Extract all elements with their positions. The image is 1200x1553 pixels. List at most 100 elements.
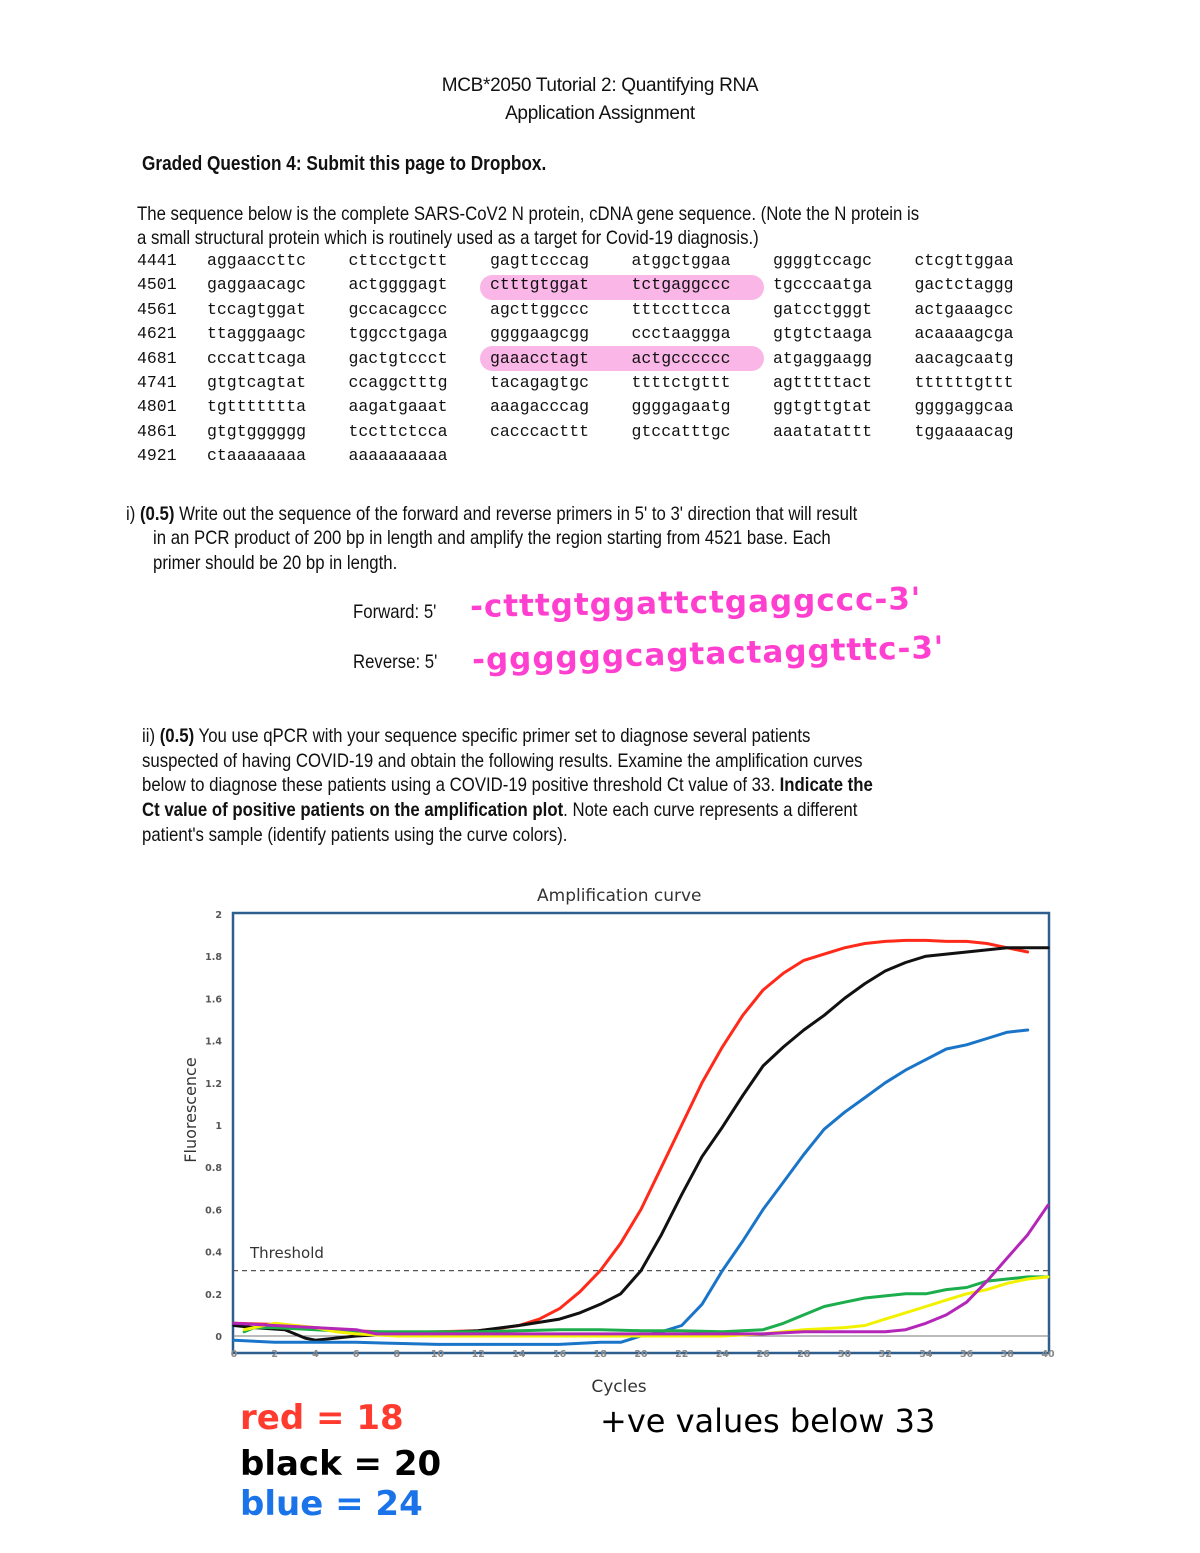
sequence-block: gatcctgggt (773, 299, 873, 319)
x-tick-label: 34 (919, 1349, 933, 1360)
y-tick-label: 0.2 (205, 1290, 222, 1301)
sequence-position: 4801 (137, 397, 177, 417)
x-tick-label: 24 (716, 1349, 730, 1360)
part-i-line-1: i) (0.5) Write out the sequence of the f… (126, 503, 858, 525)
x-tick-label: 10 (431, 1349, 445, 1360)
sequence-block: aaagacccag (490, 397, 590, 417)
sequence-block: agtttttact (773, 372, 873, 392)
yellow-curve (242, 1275, 1050, 1338)
sequence-block: gaaacctagt (490, 348, 590, 368)
sequence-block: ggggagaatg (631, 397, 731, 417)
x-tick-label: 36 (960, 1349, 974, 1360)
x-tick-label: 18 (594, 1349, 608, 1360)
sequence-block: acaaaagcga (914, 324, 1014, 344)
reverse-primer-highlight (480, 346, 764, 371)
chart-title: Amplification curve (537, 886, 702, 906)
reverse-label: Reverse: 5' (353, 651, 438, 673)
forward-primer-highlight (480, 275, 764, 300)
y-axis-ticks: 0 0.2 0.4 0.6 0.8 1 1.2 1.4 1.6 1.8 2 (205, 910, 222, 1343)
sequence-block: ctaaaaaaaa (207, 446, 307, 466)
sequence-block: ggggtccagc (773, 251, 873, 270)
part-i-line-2: in an PCR product of 200 bp in length an… (153, 527, 831, 549)
blue-curve (232, 1028, 1030, 1346)
sequence-row: 4741 gtgtcagtat ccaggctttg tacagagtgc ttttct… (137, 371, 1056, 395)
x-tick-label: 8 (393, 1349, 400, 1360)
x-tick-label: 38 (1001, 1349, 1015, 1360)
y-axis-label: Fluorescence (181, 1057, 200, 1162)
sequence-position: 4861 (137, 421, 177, 441)
threshold-label: Threshold (249, 1244, 324, 1262)
sequence-block: atgaggaagg (773, 348, 873, 368)
y-tick-label: 1.4 (205, 1037, 222, 1048)
sequence-block: ctcgttggaa (914, 251, 1014, 270)
sequence-block: agcttggccc (490, 299, 590, 319)
sequence-row: 4861 gtgtgggggg tccttctcca cacccacttt gtccat… (137, 420, 1056, 444)
x-axis-label: Cycles (591, 1377, 646, 1397)
red-curve (232, 938, 1030, 1335)
sequence-block: gaggaacagc (207, 275, 307, 295)
sequence-position: 4921 (137, 446, 177, 466)
forward-label: Forward: 5' (353, 601, 437, 623)
y-tick-label: 0 (215, 1332, 222, 1343)
x-tick-label: 14 (512, 1349, 526, 1360)
blue-ct-annotation: blue = 24 (240, 1484, 423, 1524)
sequence-row: 4921 ctaaaaaaaa aaaaaaaaaa (137, 444, 1056, 468)
sequence-block: ctttgtggat (490, 275, 590, 295)
y-tick-label: 0.6 (205, 1205, 222, 1216)
sequence-position: 4681 (137, 348, 177, 368)
sequence-block: ggggaagcgg (490, 324, 590, 344)
green-curve (242, 1275, 1050, 1334)
sequence-block: tccttctcca (348, 421, 448, 441)
sequence-block: gagttcccag (490, 251, 590, 270)
sequence-block: gtgtcagtat (207, 372, 307, 392)
document-subtitle: Application Assignment (505, 103, 695, 124)
y-tick-label: 2 (215, 910, 222, 921)
sequence-block: cacccacttt (490, 421, 590, 441)
sequence-block: tggcctgaga (348, 324, 448, 344)
x-tick-label: 6 (353, 1349, 360, 1360)
part-ii-line-3: below to diagnose these patients using a… (142, 774, 873, 796)
black-ct-annotation: black = 20 (240, 1444, 442, 1484)
sequence-block: tccagtggat (207, 299, 307, 319)
sequence-position: 4441 (137, 251, 177, 270)
sequence-block: aacagcaatg (914, 348, 1014, 368)
y-tick-label: 0.8 (205, 1163, 222, 1174)
sequence-block: aggaaccttc (207, 251, 307, 270)
sequence-block: tttccttcca (631, 299, 731, 319)
sequence-block: tgcccaatga (773, 275, 873, 295)
sequence-block: ttttttgttt (914, 372, 1014, 392)
y-tick-label: 1.2 (205, 1079, 222, 1090)
cdna-sequence: 4441 aggaaccttc cttcctgctt gagttcccag atggct… (137, 249, 1056, 469)
part-ii-line-4: Ct value of positive patients on the amp… (142, 799, 858, 821)
sequence-row: 4441 aggaaccttc cttcctgctt gagttcccag atggct… (137, 249, 1056, 273)
document-title: MCB*2050 Tutorial 2: Quantifying RNA (441, 75, 759, 96)
positive-note-annotation: +ve values below 33 (600, 1402, 936, 1440)
red-ct-annotation: red = 18 (240, 1398, 404, 1438)
x-tick-label: 30 (838, 1349, 852, 1360)
question-heading: Graded Question 4: Submit this page to D… (142, 153, 547, 175)
sequence-row: 4561 tccagtggat gccacagccc agcttggccc tttcct… (137, 298, 1056, 322)
sequence-block: ccctaaggga (631, 324, 731, 344)
sequence-block: tgttttttta (207, 397, 307, 417)
sequence-row: 4621 ttagggaagc tggcctgaga ggggaagcgg ccctaa… (137, 322, 1056, 346)
sequence-block: actgcccccc (631, 348, 731, 368)
sequence-row: 4801 tgttttttta aagatgaaat aaagacccag ggggag… (137, 395, 1056, 419)
sequence-block: gtgtctaaga (773, 324, 873, 344)
sequence-block: ggtgttgtat (773, 397, 873, 417)
curve-series (232, 938, 1050, 1346)
x-tick-label: 20 (634, 1349, 648, 1360)
x-tick-label: 4 (312, 1349, 319, 1360)
sequence-block: tggaaaacag (914, 421, 1014, 441)
part-i-line-3: primer should be 20 bp in length. (153, 552, 398, 574)
sequence-block: cccattcaga (207, 348, 307, 368)
intro-line-2: a small structural protein which is rout… (137, 227, 759, 249)
sequence-position: 4621 (137, 324, 177, 344)
sequence-block: gtgtgggggg (207, 421, 307, 441)
sequence-block: ttagggaagc (207, 324, 307, 344)
x-tick-label: 0 (231, 1349, 238, 1360)
x-tick-label: 26 (756, 1349, 770, 1360)
sequence-block: aaaaaaaaaa (348, 446, 448, 466)
sequence-block: gccacagccc (348, 299, 448, 319)
sequence-position: 4741 (137, 372, 177, 392)
